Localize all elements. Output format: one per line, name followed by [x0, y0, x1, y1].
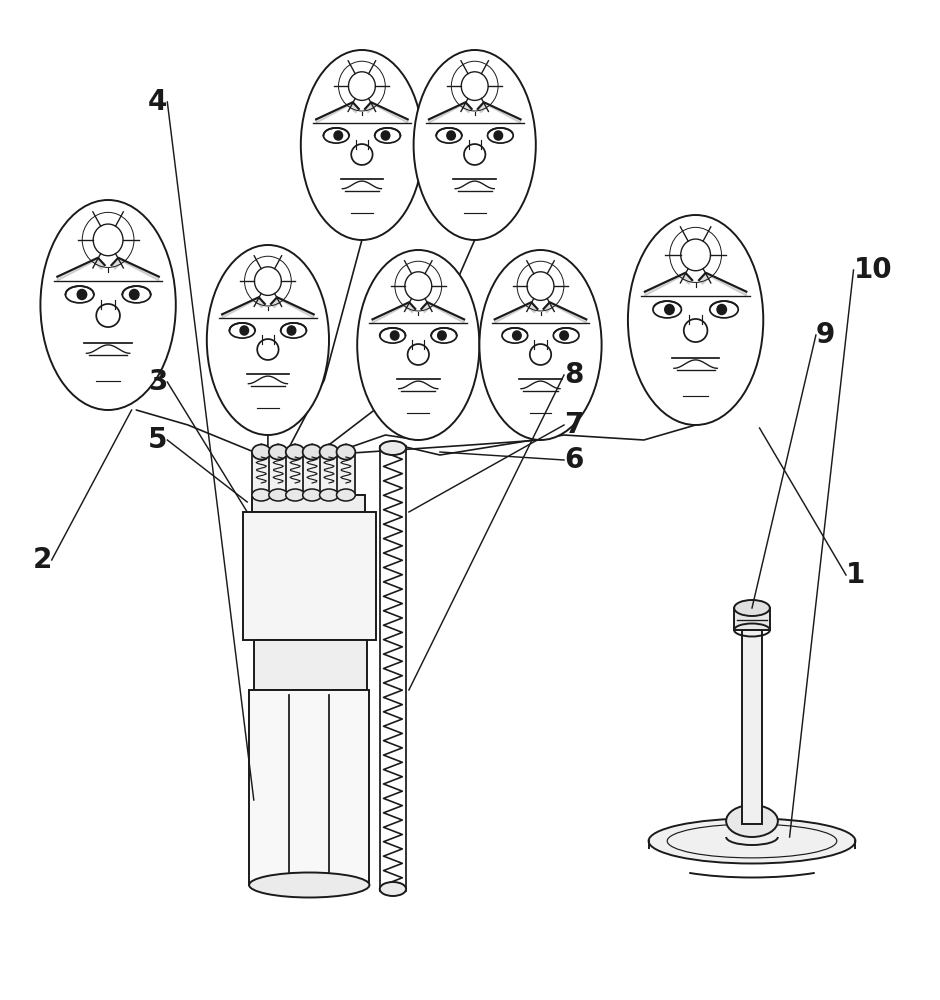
- Polygon shape: [421, 302, 464, 323]
- Ellipse shape: [258, 339, 278, 360]
- Ellipse shape: [207, 245, 329, 435]
- Ellipse shape: [96, 304, 120, 327]
- Ellipse shape: [281, 323, 306, 338]
- Ellipse shape: [252, 489, 271, 501]
- Ellipse shape: [286, 444, 305, 460]
- Circle shape: [494, 131, 503, 140]
- Polygon shape: [543, 302, 587, 323]
- Ellipse shape: [337, 489, 355, 501]
- Bar: [254, 640, 367, 690]
- Ellipse shape: [710, 301, 738, 318]
- Ellipse shape: [66, 286, 94, 303]
- Polygon shape: [112, 258, 159, 281]
- Circle shape: [240, 326, 248, 335]
- Text: 6: 6: [564, 446, 584, 474]
- Polygon shape: [372, 302, 415, 323]
- Bar: [269, 452, 288, 495]
- Circle shape: [334, 131, 342, 140]
- Text: 8: 8: [564, 361, 584, 389]
- Circle shape: [560, 331, 569, 340]
- Ellipse shape: [436, 128, 462, 143]
- Ellipse shape: [479, 250, 602, 440]
- Ellipse shape: [269, 444, 288, 460]
- Text: 5: 5: [148, 426, 167, 454]
- Polygon shape: [494, 302, 538, 323]
- Ellipse shape: [286, 489, 305, 501]
- Ellipse shape: [303, 489, 321, 501]
- Ellipse shape: [554, 328, 579, 343]
- Ellipse shape: [352, 144, 372, 165]
- Ellipse shape: [628, 215, 763, 425]
- Bar: [380, 446, 406, 891]
- Ellipse shape: [653, 301, 682, 318]
- Ellipse shape: [249, 872, 369, 898]
- Polygon shape: [271, 297, 314, 318]
- Polygon shape: [645, 273, 692, 296]
- Circle shape: [288, 326, 296, 335]
- Ellipse shape: [252, 444, 271, 460]
- Bar: [303, 452, 321, 495]
- Ellipse shape: [380, 441, 406, 455]
- Text: 4: 4: [148, 88, 167, 116]
- Ellipse shape: [320, 444, 338, 460]
- Bar: [243, 512, 376, 640]
- Ellipse shape: [431, 328, 457, 343]
- Ellipse shape: [303, 444, 321, 460]
- Ellipse shape: [40, 200, 176, 410]
- Circle shape: [438, 331, 446, 340]
- Text: 7: 7: [564, 411, 584, 439]
- Ellipse shape: [320, 489, 338, 501]
- Bar: [337, 452, 355, 495]
- Text: 2: 2: [32, 546, 52, 574]
- Bar: [249, 690, 369, 885]
- Circle shape: [382, 131, 390, 140]
- Ellipse shape: [734, 600, 770, 616]
- Bar: [743, 630, 762, 824]
- Ellipse shape: [357, 250, 479, 440]
- Polygon shape: [699, 273, 746, 296]
- Ellipse shape: [726, 805, 778, 837]
- Text: 10: 10: [854, 256, 892, 284]
- Ellipse shape: [269, 489, 288, 501]
- Bar: [320, 452, 338, 495]
- Bar: [252, 495, 365, 512]
- Ellipse shape: [488, 128, 513, 143]
- Polygon shape: [478, 102, 521, 123]
- Ellipse shape: [502, 328, 527, 343]
- Bar: [734, 608, 770, 630]
- Text: 1: 1: [846, 561, 865, 589]
- Ellipse shape: [380, 882, 406, 896]
- Ellipse shape: [337, 444, 355, 460]
- Circle shape: [77, 289, 86, 300]
- Polygon shape: [316, 102, 359, 123]
- Ellipse shape: [683, 319, 708, 342]
- Polygon shape: [57, 258, 104, 281]
- Ellipse shape: [323, 128, 349, 143]
- Ellipse shape: [301, 50, 423, 240]
- Bar: [286, 452, 305, 495]
- Circle shape: [512, 331, 521, 340]
- Ellipse shape: [414, 50, 536, 240]
- Text: 3: 3: [148, 368, 167, 396]
- Ellipse shape: [229, 323, 255, 338]
- Bar: [252, 452, 271, 495]
- Text: 9: 9: [816, 321, 835, 349]
- Circle shape: [130, 289, 139, 300]
- Ellipse shape: [464, 144, 485, 165]
- Ellipse shape: [122, 286, 150, 303]
- Circle shape: [717, 304, 727, 315]
- Circle shape: [665, 304, 674, 315]
- Ellipse shape: [530, 344, 551, 365]
- Ellipse shape: [408, 344, 429, 365]
- Polygon shape: [429, 102, 472, 123]
- Ellipse shape: [375, 128, 400, 143]
- Ellipse shape: [380, 328, 405, 343]
- Circle shape: [446, 131, 455, 140]
- Polygon shape: [365, 102, 408, 123]
- Polygon shape: [222, 297, 265, 318]
- Ellipse shape: [649, 818, 855, 863]
- Circle shape: [390, 331, 399, 340]
